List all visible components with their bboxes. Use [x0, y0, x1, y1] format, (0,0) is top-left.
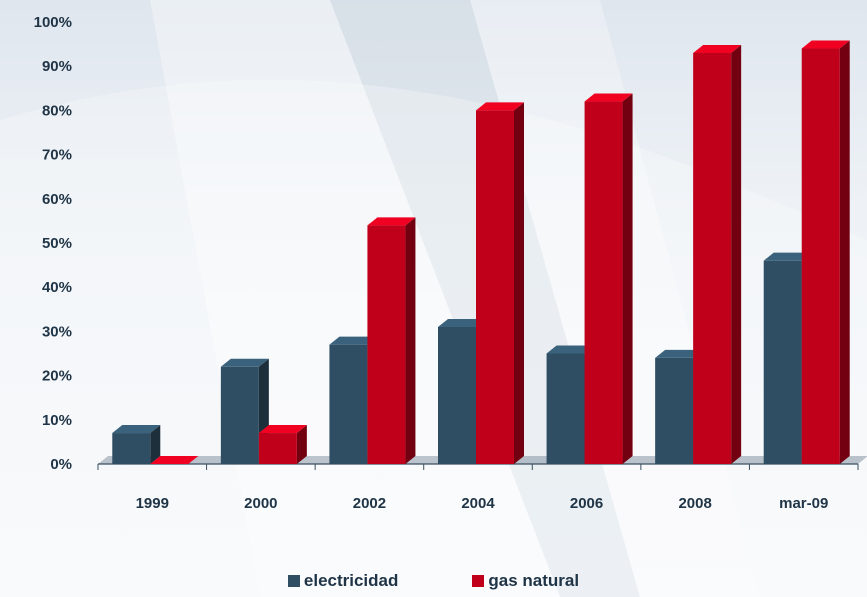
x-tick-label: 2004 [461, 495, 495, 512]
legend: electricidad gas natural [0, 568, 867, 594]
y-tick-label: 50% [42, 235, 72, 252]
y-tick-label: 70% [42, 147, 72, 164]
bar-gas-natural-mar-09 [801, 40, 850, 465]
bars [112, 40, 850, 465]
y-tick-label: 10% [42, 412, 72, 429]
x-tick-label: mar-09 [779, 495, 828, 512]
bar-gas-natural-2006 [584, 93, 633, 464]
y-tick-label: 60% [42, 191, 72, 208]
legend-swatch-electricidad [287, 575, 300, 587]
y-tick-label: 30% [42, 323, 72, 340]
y-tick-label: 0% [50, 456, 72, 473]
bar-gas-natural-2004 [476, 102, 524, 465]
x-tick-label: 2006 [570, 495, 603, 512]
y-tick-label: 90% [42, 58, 72, 75]
bar-gas-natural-2000 [258, 425, 307, 464]
bar-gas-natural-2008 [693, 44, 742, 464]
bar-electricidad-1999 [112, 425, 161, 464]
x-tick-label: 2000 [244, 495, 277, 512]
x-tick-label: 2008 [678, 495, 711, 512]
legend-label-electricidad: electricidad [303, 571, 399, 590]
legend-item-gas-natural: gas natural [472, 571, 579, 591]
y-tick-label: 100% [34, 14, 72, 31]
legend-label-gas-natural: gas natural [488, 571, 580, 590]
x-axis: 1999 2000 2002 2004 2006 2008 mar-09 [97, 464, 859, 512]
x-tick-label: 2002 [353, 495, 386, 512]
y-axis: 0% 10% 20% 30% 40% 50% 60% 70% 80% 90% 100% [34, 14, 72, 473]
y-tick-label: 40% [42, 279, 72, 296]
x-tick-label: 1999 [136, 495, 169, 512]
y-tick-label: 80% [42, 102, 72, 119]
bar-gas-natural-2002 [367, 217, 416, 464]
y-tick-label: 20% [42, 368, 72, 385]
bar-gas-natural-1999 [150, 456, 199, 464]
legend-swatch-gas-natural [472, 575, 485, 587]
legend-item-electricidad: electricidad [287, 571, 399, 591]
